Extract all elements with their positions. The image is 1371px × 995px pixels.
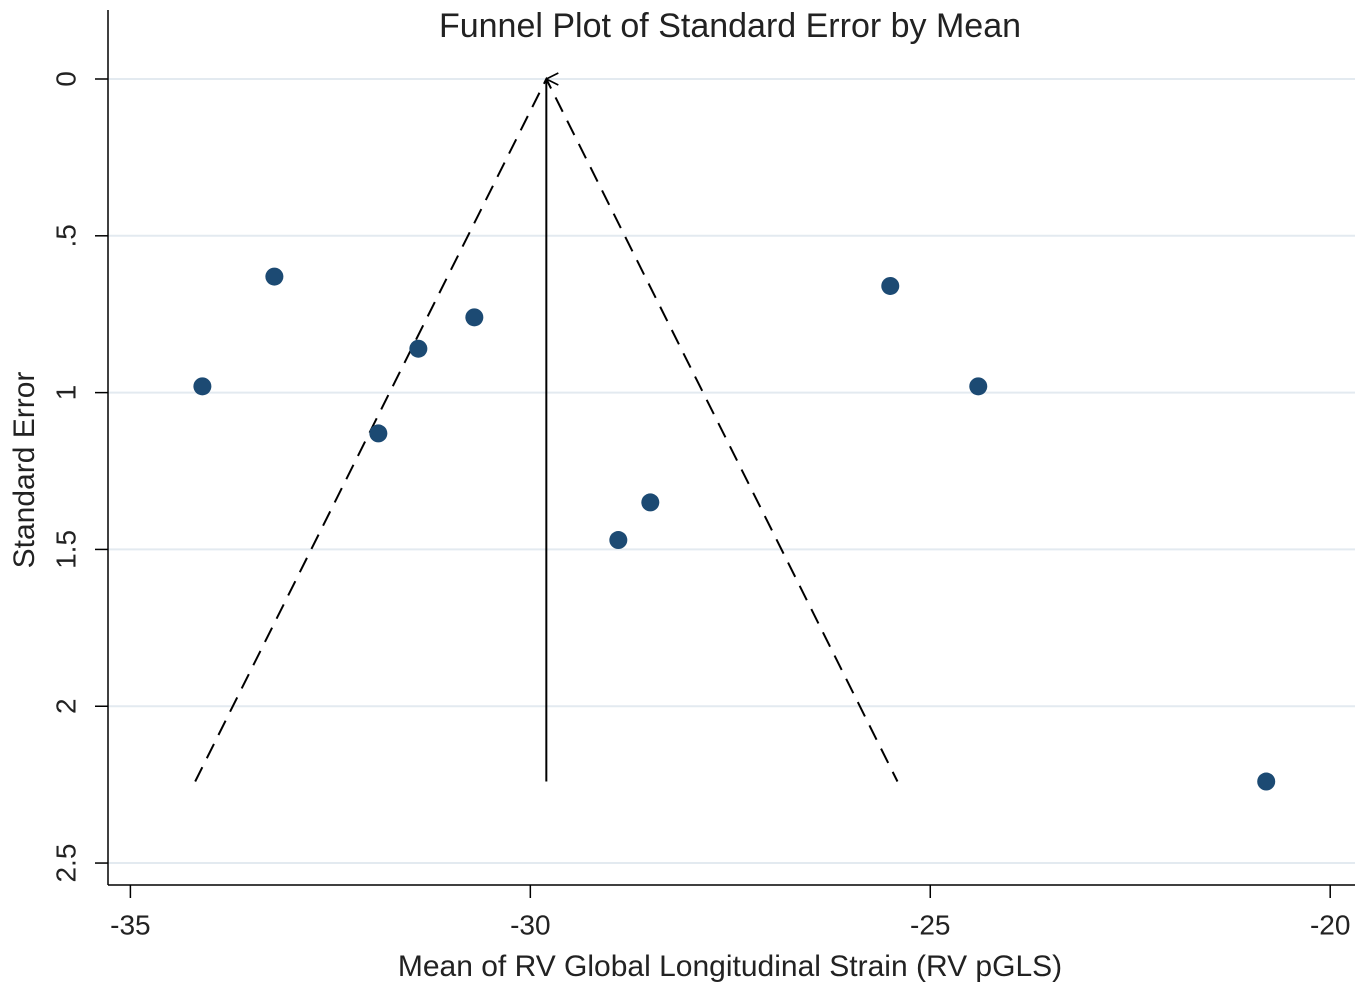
x-tick-label: -30 — [510, 909, 550, 940]
point — [609, 531, 628, 550]
chart-title: Funnel Plot of Standard Error by Mean — [439, 7, 1021, 45]
point — [193, 377, 212, 396]
point — [1257, 772, 1276, 791]
y-tick-label: .5 — [50, 224, 81, 247]
point — [881, 276, 900, 295]
point — [265, 267, 284, 286]
y-tick-label: 2.5 — [50, 844, 81, 883]
point — [369, 424, 388, 443]
x-tick-label: -20 — [1310, 909, 1350, 940]
point — [641, 493, 660, 512]
y-tick-label: 0 — [50, 71, 81, 87]
point — [465, 308, 484, 327]
y-tick-label: 2 — [50, 698, 81, 714]
y-axis-label: Standard Error — [8, 372, 41, 569]
x-tick-label: -35 — [110, 909, 150, 940]
funnel-line — [194, 76, 899, 782]
y-tick-label: 1 — [50, 385, 81, 401]
point — [969, 377, 988, 396]
y-tick-label: 1.5 — [50, 530, 81, 569]
point — [409, 339, 428, 358]
x-tick-label: -25 — [910, 909, 950, 940]
x-axis-label: Mean of RV Global Longitudinal Strain (R… — [398, 950, 1062, 983]
